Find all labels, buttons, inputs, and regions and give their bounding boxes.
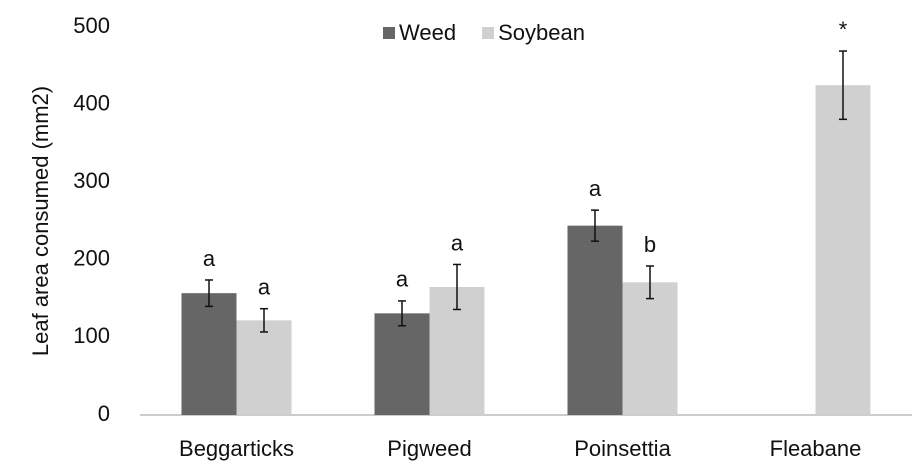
annotation: a	[396, 267, 409, 292]
annotation: *	[839, 17, 848, 42]
x-tick-label: Pigweed	[387, 436, 471, 461]
y-tick-label: 100	[73, 323, 110, 348]
annotation: a	[589, 176, 602, 201]
bar	[622, 282, 678, 415]
y-tick-label: 400	[73, 90, 110, 115]
annotation: a	[451, 230, 464, 255]
y-tick-label: 0	[98, 401, 110, 426]
y-tick-label: 500	[73, 13, 110, 38]
legend-swatch	[383, 27, 395, 39]
legend-label: Soybean	[498, 20, 585, 45]
bar	[567, 225, 623, 415]
y-tick-label: 300	[73, 168, 110, 193]
y-tick-label: 200	[73, 246, 110, 271]
bar	[236, 320, 292, 415]
bar	[374, 313, 430, 415]
y-axis-label: Leaf area consumed (mm2)	[28, 86, 53, 356]
bar	[181, 293, 237, 415]
bar	[815, 85, 871, 415]
x-tick-label: Beggarticks	[179, 436, 294, 461]
legend-swatch	[482, 27, 495, 39]
x-tick-label: Fleabane	[770, 436, 862, 461]
x-tick-label: Poinsettia	[574, 436, 671, 461]
annotation: b	[644, 232, 656, 257]
legend-label: Weed	[399, 20, 456, 45]
annotation: a	[258, 275, 271, 300]
annotation: a	[203, 246, 216, 271]
